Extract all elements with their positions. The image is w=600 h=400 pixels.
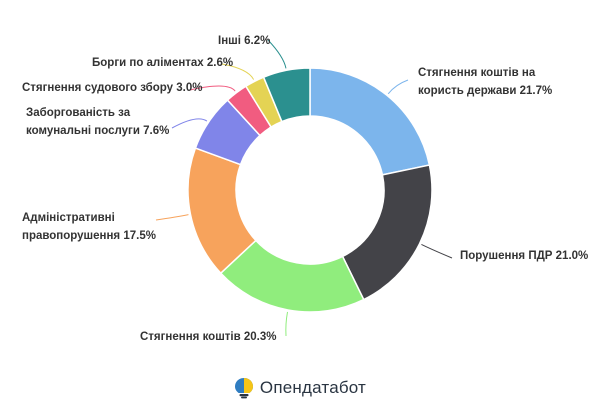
slice-label-4: Заборгованість за комунальні послуги 7.6% [26,107,169,137]
slice-label-line: правопорушення 17.5% [22,230,156,242]
connectors-group [155,39,453,337]
labels-group: Стягнення коштів на користь держави 21.7%… [22,35,588,343]
connector-4 [171,118,208,129]
slice-label-line: користь держави 21.7% [418,85,552,97]
slice-label-line: Адміністративні [22,212,115,224]
connector-2 [285,311,288,337]
slice-label-line: Інші 6.2% [218,35,270,47]
bulb-logo-icon [234,377,254,399]
slice-label-5: Стягнення судового збору 3.0% [22,82,202,94]
connector-5 [189,85,236,92]
slice-label-line: Стягнення коштів на [418,67,536,79]
slice-0[interactable] [309,67,431,176]
connector-6 [221,63,255,80]
slice-label-line: Порушення ПДР 21.0% [460,250,588,262]
footer: Опендатабот [0,376,600,400]
connector-1 [421,243,453,259]
chart-canvas: Стягнення коштів на користь держави 21.7%… [22,35,588,343]
slice-7[interactable] [262,67,311,123]
slices-group [187,67,433,313]
slice-label-3: Адміністративні правопорушення 17.5% [22,212,156,242]
slice-label-0: Стягнення коштів на користь держави 21.7% [418,67,552,97]
slice-label-line: Заборгованість за [26,107,131,119]
slice-1[interactable] [341,164,433,301]
slice-label-line: Стягнення судового збору 3.0% [22,82,202,94]
slice-label-line: Борги по аліментах 2.6% [92,57,233,69]
slice-label-line: комунальні послуги 7.6% [26,125,169,137]
slice-label-2: Стягнення коштів 20.3% [140,331,277,343]
slice-label-6: Борги по аліментах 2.6% [92,57,233,69]
connector-3 [155,214,189,221]
connector-0 [387,79,409,95]
brand-name: Опендатабот [259,378,367,397]
connector-7 [267,39,287,69]
slice-label-7: Інші 6.2% [218,35,270,47]
brand: Опендатабот [234,377,366,399]
slice-label-1: Порушення ПДР 21.0% [460,250,588,262]
slice-label-line: Стягнення коштів 20.3% [140,331,277,343]
